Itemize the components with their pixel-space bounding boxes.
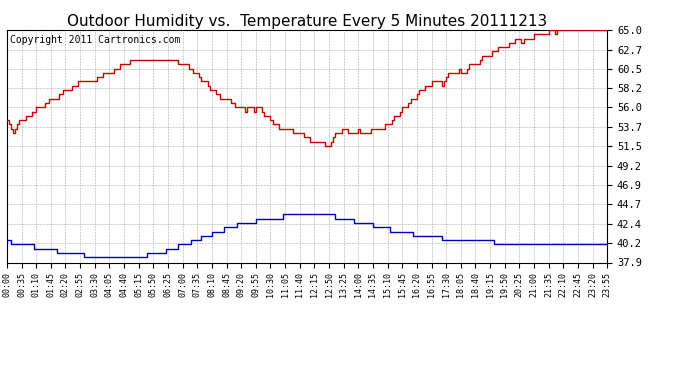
Text: Copyright 2011 Cartronics.com: Copyright 2011 Cartronics.com — [10, 34, 180, 45]
Title: Outdoor Humidity vs.  Temperature Every 5 Minutes 20111213: Outdoor Humidity vs. Temperature Every 5… — [67, 14, 547, 29]
